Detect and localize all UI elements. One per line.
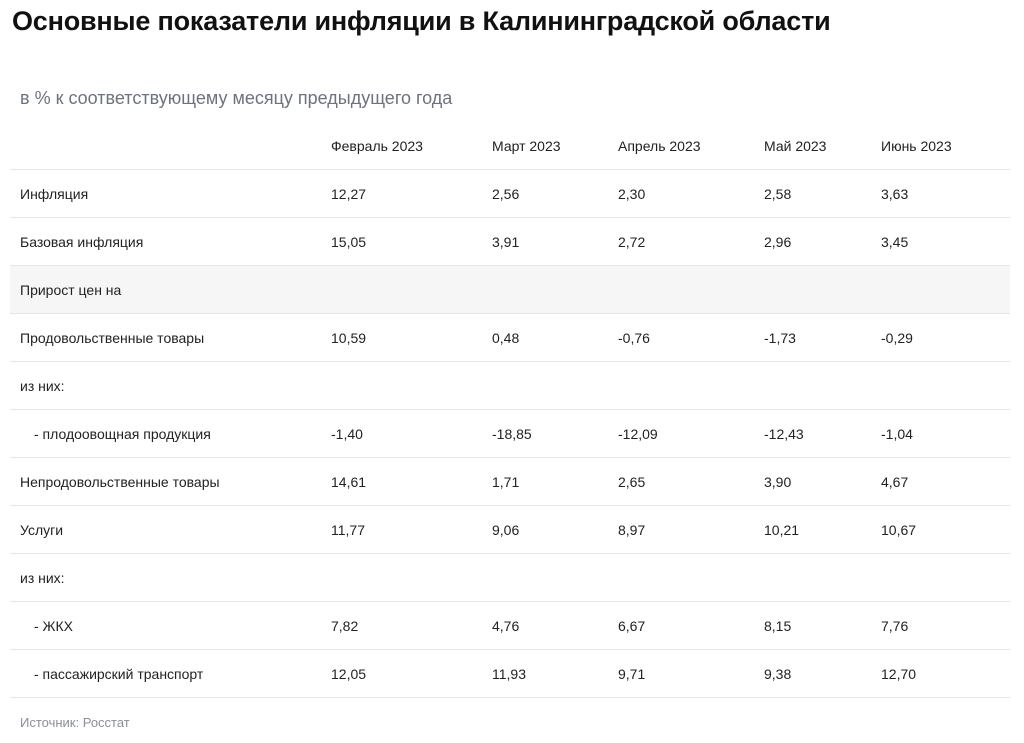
row-label: Продовольственные товары (10, 313, 331, 362)
table-cell (881, 265, 1010, 314)
table-section-row: Прирост цен на (10, 265, 1010, 314)
table-row: - пассажирский транспорт 12,05 11,93 9,7… (10, 649, 1010, 698)
table-cell (764, 265, 881, 314)
table-cell: 4,76 (492, 601, 618, 650)
table-cell: 7,76 (881, 601, 1010, 650)
table-cell (881, 553, 1010, 602)
table-cell: 2,30 (618, 169, 764, 218)
column-header: Май 2023 (764, 122, 881, 170)
table-cell: 10,67 (881, 505, 1010, 554)
row-label: из них: (10, 361, 331, 410)
table-row: - ЖКХ 7,82 4,76 6,67 8,15 7,76 (10, 601, 1010, 650)
table-row: - плодоовощная продукция -1,40 -18,85 -1… (10, 409, 1010, 458)
table-cell: 12,05 (331, 649, 492, 698)
table-cell: 12,70 (881, 649, 1010, 698)
row-label: Непродовольственные товары (10, 457, 331, 506)
column-header: Июнь 2023 (881, 122, 1010, 170)
row-label: - плодоовощная продукция (10, 409, 331, 458)
inflation-table: Февраль 2023 Март 2023 Апрель 2023 Май 2… (10, 122, 1010, 698)
table-cell: 3,45 (881, 217, 1010, 266)
table-cell: 3,91 (492, 217, 618, 266)
table-cell (618, 553, 764, 602)
column-header: Апрель 2023 (618, 122, 764, 170)
table-row: Продовольственные товары 10,59 0,48 -0,7… (10, 313, 1010, 362)
table-row: Инфляция 12,27 2,56 2,30 2,58 3,63 (10, 169, 1010, 218)
table-cell: 10,59 (331, 313, 492, 362)
table-row: Базовая инфляция 15,05 3,91 2,72 2,96 3,… (10, 217, 1010, 266)
table-cell: 11,77 (331, 505, 492, 554)
table-cell: 9,71 (618, 649, 764, 698)
table-cell (492, 265, 618, 314)
table-cell: 9,06 (492, 505, 618, 554)
column-header: Март 2023 (492, 122, 618, 170)
row-label: Базовая инфляция (10, 217, 331, 266)
row-label: Прирост цен на (10, 265, 331, 314)
table-row: Услуги 11,77 9,06 8,97 10,21 10,67 (10, 505, 1010, 554)
table-row: из них: (10, 361, 1010, 410)
table-cell (618, 265, 764, 314)
table-cell: 8,15 (764, 601, 881, 650)
table-cell (331, 265, 492, 314)
source-note: Источник: Росстат (20, 715, 130, 730)
table-cell: -0,76 (618, 313, 764, 362)
table-cell: 2,96 (764, 217, 881, 266)
table-cell (331, 553, 492, 602)
table-cell: 2,65 (618, 457, 764, 506)
table-subtitle: в % к соответствующему месяцу предыдущег… (20, 88, 453, 108)
table-cell: 12,27 (331, 169, 492, 218)
table-row: Непродовольственные товары 14,61 1,71 2,… (10, 457, 1010, 506)
row-label: из них: (10, 553, 331, 602)
table-cell: 15,05 (331, 217, 492, 266)
table-cell: -1,73 (764, 313, 881, 362)
header-label-cell (10, 122, 331, 170)
table-cell (331, 361, 492, 410)
table-cell (492, 361, 618, 410)
table-cell: -1,04 (881, 409, 1010, 458)
table-cell (881, 361, 1010, 410)
table-row: из них: (10, 553, 1010, 602)
table-cell: 11,93 (492, 649, 618, 698)
row-label: - пассажирский транспорт (10, 649, 331, 698)
table-cell: 10,21 (764, 505, 881, 554)
table-cell: 8,97 (618, 505, 764, 554)
table-header-row: Февраль 2023 Март 2023 Апрель 2023 Май 2… (10, 122, 1010, 170)
table-cell: 6,67 (618, 601, 764, 650)
table-cell: -12,43 (764, 409, 881, 458)
table-cell (618, 361, 764, 410)
table-cell: -0,29 (881, 313, 1010, 362)
table-cell: 2,56 (492, 169, 618, 218)
table-cell: 1,71 (492, 457, 618, 506)
row-label: Инфляция (10, 169, 331, 218)
table-cell: 7,82 (331, 601, 492, 650)
table-cell: 3,90 (764, 457, 881, 506)
table-cell: -18,85 (492, 409, 618, 458)
table-cell (764, 361, 881, 410)
table-cell: 14,61 (331, 457, 492, 506)
table-cell: 2,58 (764, 169, 881, 218)
table-cell: -12,09 (618, 409, 764, 458)
table-cell: 3,63 (881, 169, 1010, 218)
table-cell: -1,40 (331, 409, 492, 458)
table-cell (764, 553, 881, 602)
row-label: - ЖКХ (10, 601, 331, 650)
column-header: Февраль 2023 (331, 122, 492, 170)
table-cell: 0,48 (492, 313, 618, 362)
page-title: Основные показатели инфляции в Калинингр… (12, 6, 831, 36)
table-cell: 9,38 (764, 649, 881, 698)
row-label: Услуги (10, 505, 331, 554)
table-cell (492, 553, 618, 602)
table-cell: 4,67 (881, 457, 1010, 506)
table-cell: 2,72 (618, 217, 764, 266)
